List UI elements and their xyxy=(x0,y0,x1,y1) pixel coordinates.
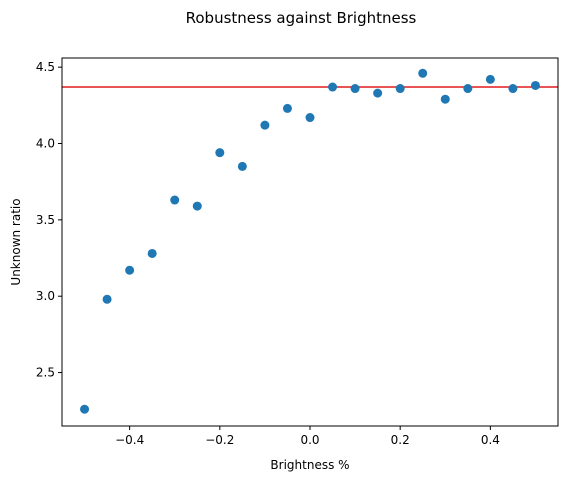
data-point xyxy=(215,148,225,158)
y-tick-label: 3.0 xyxy=(36,289,55,303)
plot-frame xyxy=(61,57,559,427)
data-point xyxy=(508,84,518,94)
data-point xyxy=(170,195,180,205)
data-point xyxy=(395,84,405,94)
data-point xyxy=(328,82,338,92)
data-point xyxy=(440,94,450,104)
chart-title: Robustness against Brightness xyxy=(186,9,417,27)
y-tick-label: 2.5 xyxy=(36,366,55,380)
x-tick-label: 0.2 xyxy=(391,433,410,447)
y-axis-label: Unknown ratio xyxy=(9,198,23,285)
data-point xyxy=(237,161,247,171)
data-point xyxy=(102,294,112,304)
data-point xyxy=(418,68,428,78)
data-point xyxy=(485,74,495,84)
data-point xyxy=(373,88,383,98)
data-points xyxy=(80,68,540,414)
y-tick-label: 4.5 xyxy=(36,60,55,74)
x-tick-label: 0.0 xyxy=(300,433,319,447)
x-tick-label: 0.4 xyxy=(481,433,500,447)
data-point xyxy=(463,84,473,94)
data-point xyxy=(350,84,360,94)
data-point xyxy=(260,120,270,130)
data-point xyxy=(125,265,135,275)
y-tick-label: 3.5 xyxy=(36,213,55,227)
data-point xyxy=(305,113,315,123)
data-point xyxy=(192,201,202,211)
x-tick-label: −0.4 xyxy=(115,433,144,447)
data-point xyxy=(147,248,157,258)
x-tick-label: −0.2 xyxy=(205,433,234,447)
y-tick-label: 4.0 xyxy=(36,137,55,151)
axis-ticks: −0.4 −0.2 0.0 0.2 0.4 2.5 3.0 3.5 4.0 4.5 xyxy=(36,60,500,447)
data-point xyxy=(530,80,540,90)
data-point xyxy=(282,103,292,113)
x-axis-label: Brightness % xyxy=(270,458,349,472)
data-point xyxy=(80,404,90,414)
